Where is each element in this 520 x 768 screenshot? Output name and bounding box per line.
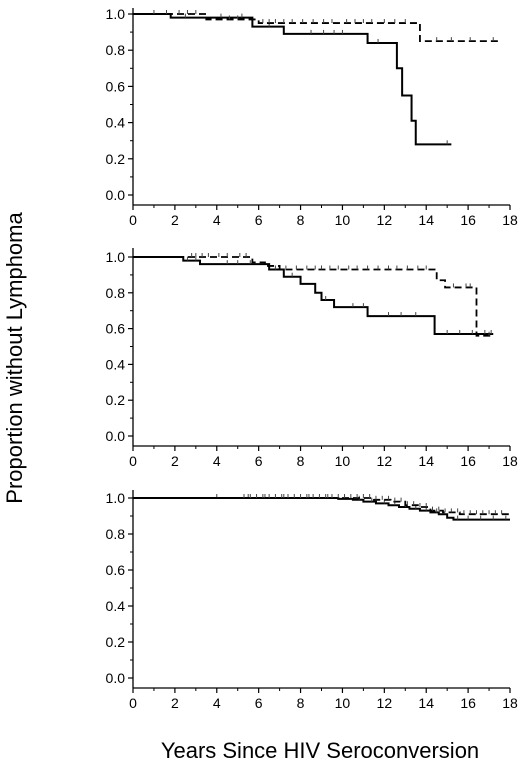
x-tick-label: 14 bbox=[418, 453, 434, 469]
y-tick-label: 0.6 bbox=[106, 78, 126, 94]
y-tick-label: 0.6 bbox=[106, 321, 126, 337]
y-tick-label: 0.0 bbox=[106, 187, 126, 203]
survival-curve-solid bbox=[133, 13, 452, 146]
x-tick-label: 6 bbox=[255, 212, 263, 228]
y-tick-label: 0.6 bbox=[106, 562, 126, 578]
y-tick-label: 0.0 bbox=[106, 670, 126, 686]
x-tick-label: 18 bbox=[502, 695, 518, 711]
x-tick-label: 2 bbox=[171, 695, 179, 711]
y-axis-label: Proportion without Lymphoma bbox=[2, 212, 27, 504]
chart-panel-2: 0.0 0.2 0.4 0.6 0.8 1.0 0 2 4 6 8 10 12 14 16 18 bbox=[106, 248, 518, 469]
x-tick-label: 16 bbox=[460, 453, 476, 469]
y-tick-label: 0.2 bbox=[106, 634, 126, 650]
x-tick-label: 0 bbox=[129, 212, 137, 228]
x-tick-label: 4 bbox=[213, 212, 221, 228]
x-tick-label: 10 bbox=[335, 212, 351, 228]
x-axis-label: Years Since HIV Seroconversion bbox=[161, 738, 479, 763]
x-tick-label: 18 bbox=[502, 453, 518, 469]
x-tick-label: 14 bbox=[418, 212, 434, 228]
survival-curve-dashed bbox=[133, 497, 510, 516]
x-tick-label: 14 bbox=[418, 695, 434, 711]
y-tick-label: 0.8 bbox=[106, 285, 126, 301]
x-tick-label: 12 bbox=[377, 212, 393, 228]
x-tick-label: 10 bbox=[335, 695, 351, 711]
x-tick-label: 16 bbox=[460, 695, 476, 711]
survival-curve-solid bbox=[133, 497, 510, 521]
x-tick-label: 4 bbox=[213, 695, 221, 711]
x-tick-label: 4 bbox=[213, 453, 221, 469]
survival-curve-solid bbox=[133, 256, 494, 335]
x-tick-label: 10 bbox=[335, 453, 351, 469]
x-tick-label: 0 bbox=[129, 695, 137, 711]
chart-panel-1: 0.0 0.2 0.4 0.6 0.8 1.0 0 2 4 6 8 10 12 14 16 18 bbox=[106, 6, 518, 228]
x-tick-label: 2 bbox=[171, 453, 179, 469]
x-tick-label: 6 bbox=[255, 695, 263, 711]
chart-panel-3: 0.0 0.2 0.4 0.6 0.8 1.0 0 2 4 6 8 10 12 14 16 18 bbox=[106, 490, 518, 711]
x-tick-label: 12 bbox=[377, 453, 393, 469]
survival-curve-dashed bbox=[133, 256, 494, 337]
y-tick-label: 0.4 bbox=[106, 598, 126, 614]
y-tick-label: 0.0 bbox=[106, 428, 126, 444]
panels: 0.00.20.40.60.81.00 2 4 6 8 10 12 14 16 180.00.20… bbox=[106, 6, 518, 711]
x-tick-label: 6 bbox=[255, 453, 263, 469]
x-tick-label: 0 bbox=[129, 453, 137, 469]
y-tick-label: 0.4 bbox=[106, 356, 126, 372]
x-tick-label: 8 bbox=[297, 212, 305, 228]
x-tick-label: 16 bbox=[460, 212, 476, 228]
y-tick-label: 1.0 bbox=[106, 249, 126, 265]
y-tick-label: 1.0 bbox=[106, 490, 126, 506]
x-tick-label: 8 bbox=[297, 453, 305, 469]
survival-curve-dashed bbox=[133, 13, 500, 43]
y-tick-label: 0.2 bbox=[106, 392, 126, 408]
y-tick-label: 0.8 bbox=[106, 42, 126, 58]
x-tick-label: 18 bbox=[502, 212, 518, 228]
y-tick-label: 1.0 bbox=[106, 6, 126, 22]
y-tick-label: 0.8 bbox=[106, 526, 126, 542]
y-tick-label: 0.2 bbox=[106, 151, 126, 167]
x-tick-label: 12 bbox=[377, 695, 393, 711]
y-tick-label: 0.4 bbox=[106, 115, 126, 131]
x-tick-label: 2 bbox=[171, 212, 179, 228]
x-tick-label: 8 bbox=[297, 695, 305, 711]
